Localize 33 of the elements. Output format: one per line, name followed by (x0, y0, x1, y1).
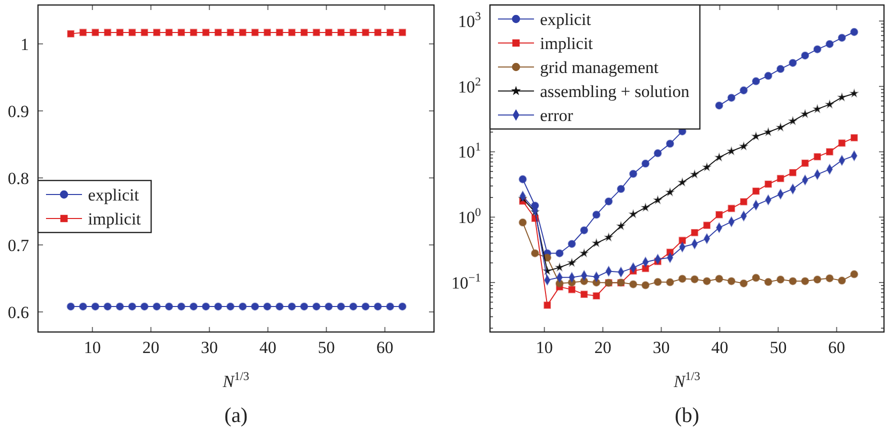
text: (a) (224, 403, 248, 427)
y-tick-label: 0.9 (8, 102, 29, 121)
x-tick-label: 60 (376, 338, 394, 358)
legend-label: explicit (540, 10, 592, 29)
y-tick-label: 0.8 (8, 168, 29, 188)
x-tick-label: 40 (711, 338, 728, 358)
x-tick-label: 30 (200, 338, 218, 358)
x-tick-label: 20 (594, 338, 612, 358)
x-axis-title: N$^{1/3}$ (672, 369, 700, 391)
legend-label: error (540, 106, 574, 125)
x-tick-label: 30 (652, 338, 670, 358)
x-tick-label: 50 (770, 338, 787, 358)
x-tick-label: 40 (259, 338, 276, 358)
y-tick-label: 10$^{0}$ (458, 205, 482, 228)
y-tick-label: 0.7 (8, 236, 30, 255)
legend-label: implicit (88, 209, 142, 228)
x-tick-label: 10 (536, 338, 553, 358)
x-axis-title: N$^{1/3}$ (222, 369, 250, 391)
legend-label: explicit (88, 185, 140, 204)
legend-label: grid management (540, 58, 659, 77)
x-tick-label: 60 (828, 338, 846, 358)
legend-label: assembling + solution (540, 82, 690, 101)
x-tick-label: 10 (84, 338, 101, 358)
text: (b) (674, 403, 700, 427)
x-tick-label: 50 (318, 338, 335, 358)
y-tick-label: 10$^{2}$ (458, 74, 482, 96)
y-tick-label: 10$^{−1}$ (451, 270, 482, 292)
legend-label: implicit (540, 34, 594, 53)
y-tick-label: 10$^{1}$ (458, 140, 482, 162)
y-tick-label: 1 (20, 34, 29, 54)
y-tick-label: 10$^{3}$ (458, 9, 482, 31)
x-tick-label: 20 (142, 338, 160, 358)
y-tick-label: 0.6 (8, 302, 29, 322)
